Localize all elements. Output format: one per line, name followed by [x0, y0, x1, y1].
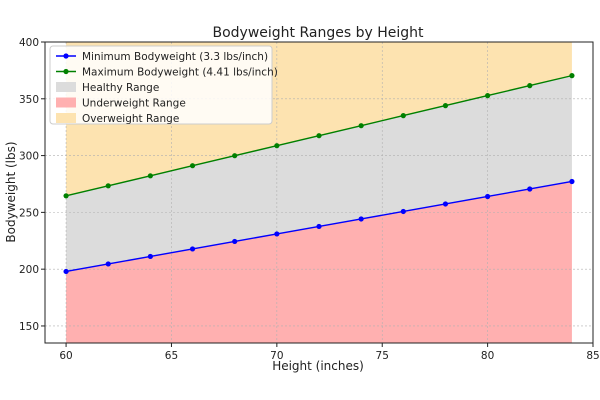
maximum-bodyweight-point [442, 103, 449, 109]
y-tick-label: 150 [19, 321, 39, 333]
legend-label: Minimum Bodyweight (3.3 lbs/inch) [82, 51, 268, 63]
legend-label: Overweight Range [82, 113, 179, 125]
minimum-bodyweight-point [527, 186, 533, 192]
x-tick-label: 60 [59, 350, 72, 362]
minimum-bodyweight-point [569, 178, 575, 185]
legend-label: Maximum Bodyweight (4.41 lbs/inch) [82, 67, 278, 79]
minimum-bodyweight-point [274, 231, 280, 237]
maximum-bodyweight-point [105, 183, 111, 189]
maximum-bodyweight-point [316, 133, 322, 139]
legend-patch-swatch [56, 97, 76, 108]
y-axis-label: Bodyweight (lbs) [4, 141, 18, 242]
legend-label: Underweight Range [82, 98, 186, 110]
x-tick-label: 65 [165, 350, 178, 362]
minimum-bodyweight-point [316, 223, 322, 230]
minimum-bodyweight-point [105, 261, 111, 267]
legend-patch-swatch [56, 82, 76, 92]
minimum-bodyweight-point [147, 253, 153, 260]
y-tick-label: 200 [19, 264, 39, 276]
minimum-bodyweight-point [442, 201, 449, 207]
x-axis-label: Height (inches) [272, 359, 364, 373]
maximum-bodyweight-point [63, 193, 69, 199]
x-tick-label: 75 [376, 350, 389, 362]
legend-patch-swatch [56, 113, 76, 123]
minimum-bodyweight-point [485, 193, 491, 200]
maximum-bodyweight-point [274, 143, 280, 149]
legend-marker [63, 68, 69, 75]
chart-title: Bodyweight Ranges by Height [212, 25, 424, 41]
minimum-bodyweight-point [189, 246, 196, 252]
y-tick-label: 400 [19, 37, 39, 49]
x-axis-ticks: 60 65 70 75 80 85 [59, 343, 600, 362]
underweight-range-band [66, 181, 572, 343]
healthy-range-band [66, 75, 572, 272]
maximum-bodyweight-point [232, 153, 238, 159]
y-axis-ticks: 150 200 250 300 350 400 [19, 37, 45, 333]
maximum-bodyweight-point [358, 123, 364, 129]
x-tick-label: 70 [270, 350, 283, 362]
legend-marker [63, 53, 69, 59]
legend-label: Healthy Range [82, 82, 159, 94]
plot-frame [44, 41, 594, 344]
x-tick-label: 80 [481, 350, 494, 362]
grid-lines [45, 41, 594, 343]
minimum-bodyweight-point [232, 238, 238, 245]
legend: Minimum Bodyweight (3.3 lbs/inch) Maximum… [49, 45, 278, 125]
maximum-bodyweight-point [189, 163, 196, 169]
legend-box [49, 45, 273, 125]
maximum-bodyweight-point [569, 73, 575, 79]
series-lines [63, 73, 575, 275]
minimum-bodyweight-point [400, 208, 406, 215]
y-tick-label: 350 [19, 94, 39, 106]
maximum-bodyweight-point [400, 113, 406, 119]
maximum-bodyweight-point [485, 93, 491, 99]
y-tick-label: 300 [19, 151, 39, 163]
y-tick-label: 250 [19, 207, 39, 219]
minimum-bodyweight-point [63, 268, 69, 275]
maximum-bodyweight-point [147, 173, 153, 179]
x-tick-label: 85 [586, 350, 599, 362]
maximum-bodyweight-point [527, 83, 533, 89]
minimum-bodyweight-point [358, 216, 364, 222]
